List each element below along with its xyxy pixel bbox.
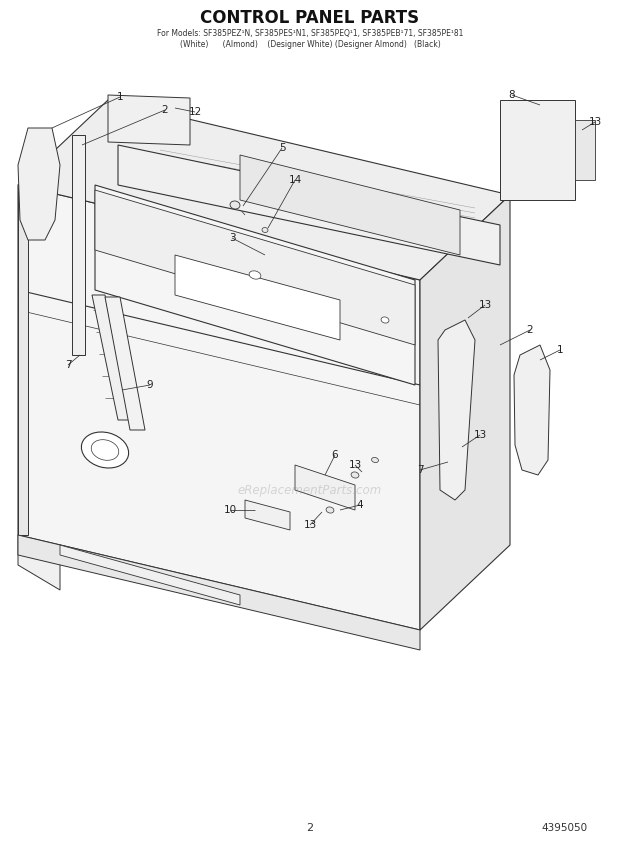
Polygon shape [108,95,190,145]
Text: 5: 5 [278,143,285,153]
Polygon shape [18,100,510,280]
Text: 13: 13 [479,300,492,310]
Polygon shape [18,535,60,590]
Text: eReplacementParts.com: eReplacementParts.com [238,484,382,496]
Ellipse shape [446,407,453,413]
Ellipse shape [326,507,334,513]
Polygon shape [575,120,595,180]
Polygon shape [105,297,145,430]
Polygon shape [60,545,240,605]
Text: 13: 13 [588,117,601,127]
Polygon shape [18,185,420,630]
Polygon shape [295,465,355,510]
Text: 2: 2 [526,325,533,335]
Polygon shape [18,128,60,240]
Polygon shape [438,320,475,500]
Text: 13: 13 [348,460,361,470]
Text: 2: 2 [162,105,168,115]
Polygon shape [420,195,510,630]
Ellipse shape [249,270,261,279]
Polygon shape [240,155,460,255]
Ellipse shape [230,201,240,209]
Ellipse shape [445,453,451,458]
Polygon shape [95,190,415,345]
Text: 2: 2 [306,823,314,833]
Text: 1: 1 [557,345,564,355]
Text: 7: 7 [64,360,71,370]
Text: 13: 13 [474,430,487,440]
Polygon shape [72,135,85,355]
Polygon shape [118,145,500,265]
Text: 3: 3 [229,233,236,243]
Polygon shape [175,255,340,340]
Text: 10: 10 [223,505,237,515]
Text: 7: 7 [417,465,423,475]
Ellipse shape [381,317,389,323]
Polygon shape [245,500,290,530]
Text: 4395050: 4395050 [542,823,588,833]
Ellipse shape [81,432,128,468]
Text: 1: 1 [117,92,123,102]
Polygon shape [95,185,415,385]
Text: (White)      (Almond)    (Designer White) (Designer Almond)   (Black): (White) (Almond) (Designer White) (Desig… [180,39,440,49]
Ellipse shape [262,228,268,233]
Text: 4: 4 [356,500,363,510]
Text: 13: 13 [303,520,317,530]
Text: 14: 14 [288,175,301,185]
Polygon shape [500,100,575,200]
Ellipse shape [351,472,359,479]
Polygon shape [92,295,130,420]
Text: 9: 9 [147,380,153,390]
Ellipse shape [371,457,378,462]
Text: 12: 12 [188,107,202,117]
Text: CONTROL PANEL PARTS: CONTROL PANEL PARTS [200,9,420,27]
Text: 8: 8 [508,90,515,100]
Ellipse shape [450,362,456,367]
Text: For Models: SF385PEZ¹N, SF385PES¹N1, SF385PEQ¹1, SF385PEB¹71, SF385PE¹81: For Models: SF385PEZ¹N, SF385PES¹N1, SF3… [157,28,463,38]
Text: 6: 6 [332,450,339,460]
Polygon shape [18,535,420,650]
Ellipse shape [91,440,119,461]
Polygon shape [18,185,28,535]
Polygon shape [514,345,550,475]
